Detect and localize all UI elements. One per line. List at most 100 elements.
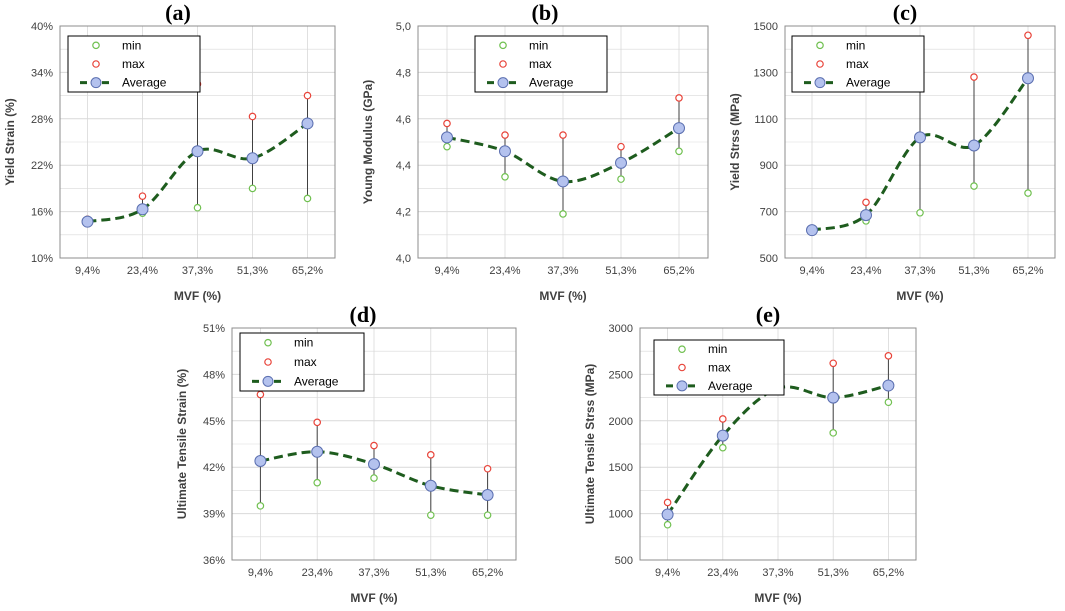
x-tick-label: 9,4% [434, 265, 459, 277]
legend-max-label: max [294, 355, 317, 369]
legend-box [474, 35, 608, 93]
max-point [138, 192, 147, 200]
x-tick-label: 37,3% [182, 265, 213, 277]
legend-min-label: min [708, 342, 727, 356]
y-axis-title: Ultimate Tensile Strss (MPa) [583, 364, 597, 525]
average-point [827, 391, 840, 404]
y-tick-label: 5,0 [396, 21, 411, 33]
y-tick-label: 45% [203, 416, 225, 428]
legend-average-marker [814, 77, 826, 89]
min-point [970, 182, 978, 190]
min-point [663, 520, 672, 529]
y-tick-label: 1300 [754, 67, 778, 79]
y-tick-label: 42% [203, 462, 225, 474]
y-tick-label: 36% [203, 555, 225, 567]
x-axis-title: MVF (%) [350, 591, 397, 605]
x-tick-label: 9,4% [248, 567, 273, 579]
legend-average-marker [90, 77, 102, 89]
legend-min-label: min [122, 38, 141, 52]
min-point [1024, 189, 1032, 197]
x-tick-label: 51,3% [958, 265, 989, 277]
chart-panel-e: (e) 500 1000 1500 2000 2500 3000 9,4% 23,4% 37,3%… [583, 302, 917, 605]
legend-min-label: min [294, 336, 313, 350]
x-tick-label: 37,3% [358, 567, 389, 579]
x-tick-label: 51,3% [237, 265, 268, 277]
max-point [248, 112, 257, 121]
panel-label-b: (b) [532, 0, 559, 25]
min-point [675, 147, 683, 156]
legend-min-marker [92, 41, 100, 50]
legend-average-label: Average [529, 76, 574, 90]
x-tick-label: 37,3% [762, 567, 793, 579]
max-point [483, 464, 492, 473]
min-point [193, 203, 202, 212]
legend-average-label: Average [846, 76, 891, 90]
legend-box [67, 35, 201, 93]
max-point [370, 441, 378, 450]
average-point [481, 489, 494, 502]
y-axis-title: Young Modulus (GPa) [361, 80, 375, 204]
legend-average-marker [676, 380, 688, 392]
max-point [313, 418, 322, 427]
max-point [303, 91, 312, 100]
min-point [916, 208, 924, 217]
min-point [303, 194, 312, 203]
average-point [424, 479, 437, 492]
x-tick-label: 37,3% [547, 265, 578, 277]
average-point [368, 458, 380, 471]
y-tick-label: 4,6 [396, 114, 411, 126]
legend: min max Average [239, 332, 365, 392]
chart-panel-b: (b) 4,0 4,2 4,4 4,6 4,8 5,0 9,4% 23,4% 37,3% 51,3%… [361, 0, 709, 303]
y-tick-label: 500 [760, 253, 778, 265]
legend-average-marker [262, 375, 274, 387]
max-point [1024, 31, 1032, 40]
average-trend-line [87, 122, 309, 224]
legend-min-marker [816, 41, 824, 50]
legend-box [239, 332, 365, 392]
y-tick-label: 16% [31, 207, 53, 219]
max-point [675, 94, 683, 102]
x-tick-label: 9,4% [75, 265, 100, 277]
average-point [557, 175, 569, 188]
average-point [968, 139, 980, 152]
plot-area [231, 327, 517, 561]
x-tick-label: 9,4% [655, 567, 680, 579]
plot-area [784, 25, 1056, 259]
average-point [254, 455, 267, 468]
average-point [499, 145, 511, 158]
y-tick-label: 22% [31, 160, 53, 172]
legend: min max Average [474, 35, 608, 93]
y-tick-label: 1500 [754, 21, 778, 33]
legend-average-label: Average [294, 374, 339, 388]
x-tick-label: 37,3% [904, 265, 935, 277]
y-tick-label: 500 [615, 555, 633, 567]
y-tick-label: 1100 [754, 114, 778, 126]
y-tick-label: 39% [203, 509, 225, 521]
average-trend-line [446, 126, 680, 184]
x-tick-label: 23,4% [489, 265, 520, 277]
panel-label-c: (c) [893, 0, 917, 25]
min-point [370, 474, 378, 482]
min-point [483, 511, 492, 519]
average-trend-line [811, 77, 1030, 232]
y-tick-label: 1500 [609, 462, 633, 474]
legend-max-marker [678, 363, 686, 372]
legend-min-label: min [846, 38, 865, 52]
min-point [718, 443, 727, 452]
max-point [559, 131, 567, 139]
y-tick-label: 4,4 [396, 160, 411, 172]
average-point [441, 131, 453, 144]
y-tick-label: 28% [31, 114, 53, 126]
min-point [559, 210, 567, 218]
panel-label-d: (d) [350, 302, 377, 327]
average-point [615, 156, 627, 169]
x-tick-label: 65,2% [873, 567, 904, 579]
x-tick-label: 65,2% [292, 265, 323, 277]
min-point [426, 511, 435, 519]
legend-average-label: Average [122, 76, 167, 90]
chart-panel-d: (d) 36% 39% 42% 45% 48% 51% 9,4% 23,4% 37,3% 51,3%… [175, 302, 517, 605]
x-tick-label: 65,2% [472, 567, 503, 579]
plot-area [417, 25, 709, 259]
gridlines [640, 328, 916, 560]
